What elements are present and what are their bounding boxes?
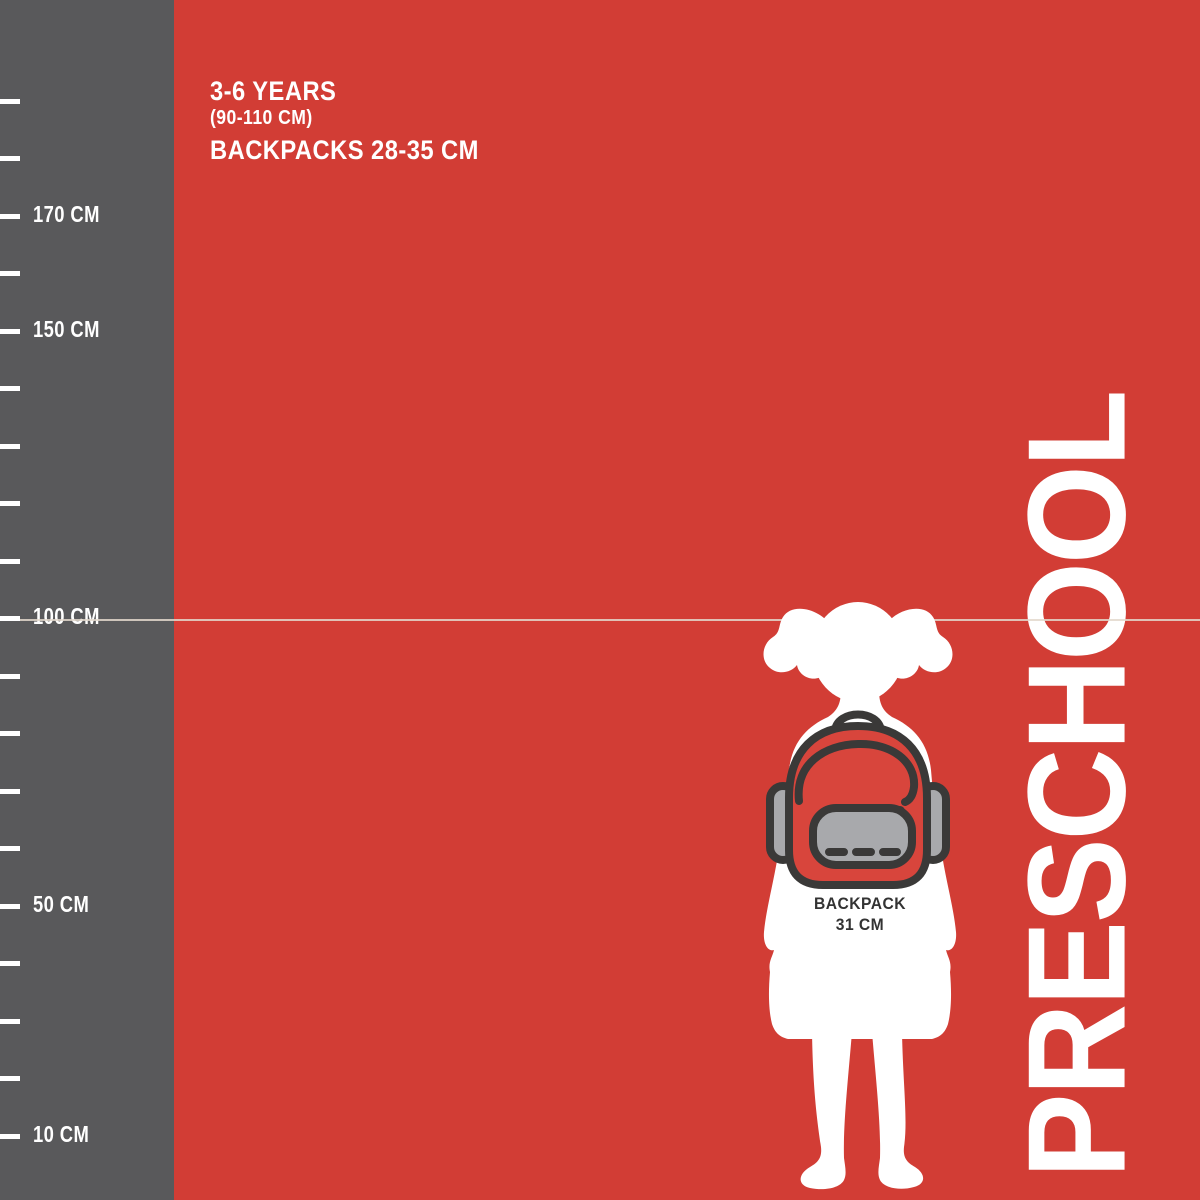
- backpack-size-text: 31 CM: [835, 915, 885, 934]
- silhouette-left-leg: [800, 1032, 852, 1190]
- height-range-label: (90-110 CM): [210, 107, 313, 129]
- height-reference-line: [20, 619, 1200, 621]
- backpack-pocket: [809, 804, 916, 869]
- silhouette-head: [812, 602, 904, 702]
- ruler-tick: [0, 731, 20, 736]
- backpack-icon: [766, 710, 950, 889]
- ruler-tick: [0, 961, 20, 966]
- ruler-tick: [0, 156, 20, 161]
- ruler-tick-label: 10 CM: [33, 1121, 90, 1147]
- ruler-tick: [0, 1076, 20, 1081]
- category-title: PRESCHOOL: [999, 391, 1155, 1179]
- ruler-tick: [0, 904, 20, 909]
- ruler-tick: [0, 789, 20, 794]
- ruler-tick: [0, 444, 20, 449]
- ruler-tick: [0, 674, 20, 679]
- silhouette-right-pigtail: [882, 608, 953, 679]
- age-range-label: 3-6 YEARS: [210, 76, 337, 106]
- silhouette-right-leg: [872, 1032, 924, 1189]
- ruler-tick-label: 50 CM: [33, 891, 90, 917]
- ruler-tick: [0, 846, 20, 851]
- ruler-tick: [0, 99, 20, 104]
- ruler-tick: [0, 616, 20, 621]
- backpack-label-text: BACKPACK: [813, 894, 906, 913]
- ruler-tick: [0, 559, 20, 564]
- ruler-tick: [0, 501, 20, 506]
- ruler-tick: [0, 214, 20, 219]
- backpack-size-label: BACKPACK 31 CM: [768, 893, 952, 935]
- header: 3-6 YEARS (90-110 CM) BACKPACKS 28-35 CM: [210, 78, 516, 164]
- silhouette-left-pigtail: [763, 608, 834, 679]
- ruler-tick: [0, 271, 20, 276]
- ruler-tick-label: 150 CM: [33, 316, 100, 342]
- height-ruler: 170 CM 150 CM 100 CM 50 CM 10 CM: [0, 0, 174, 1200]
- ruler-tick: [0, 1134, 20, 1139]
- backpack-size-range-label: BACKPACKS 28-35 CM: [210, 135, 479, 165]
- ruler-tick-label: 100 CM: [33, 603, 100, 629]
- ruler-tick: [0, 329, 20, 334]
- ruler-tick-label: 170 CM: [33, 201, 100, 227]
- ruler-tick: [0, 1019, 20, 1024]
- backpack-seam: [794, 739, 919, 806]
- ruler-tick: [0, 386, 20, 391]
